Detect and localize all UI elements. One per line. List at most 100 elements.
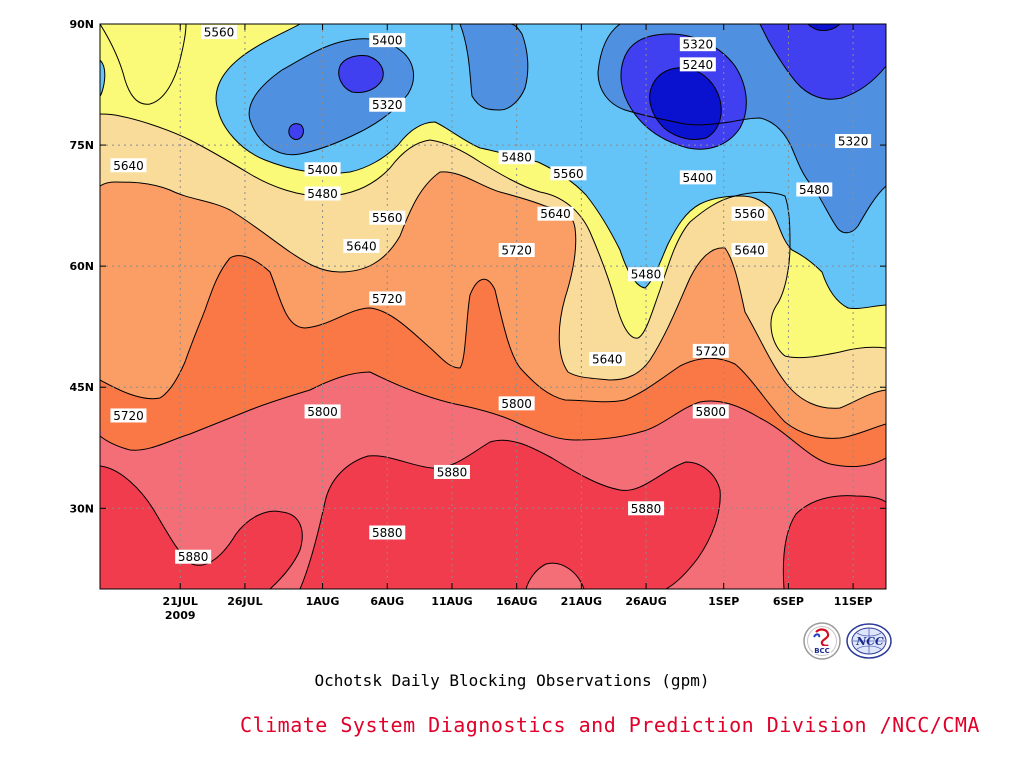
- contour-label: 5640: [113, 159, 144, 173]
- x-tick-label: 1AUG: [306, 595, 340, 608]
- contour-label: 5880: [372, 526, 403, 540]
- y-tick-label: 45N: [69, 381, 94, 394]
- contour-label-box: [369, 525, 406, 540]
- contour-label: 5320: [683, 38, 714, 52]
- contour-label: 5480: [631, 268, 662, 282]
- contour-label-box: [369, 97, 406, 112]
- band-above-5880-c: [783, 495, 886, 589]
- contour-labels: 5560 5400 5320 5400 5480 5560 5640 5640 5720 5720…: [110, 25, 872, 564]
- contour-label: 5800: [695, 405, 726, 419]
- contour-label: 5400: [372, 34, 403, 48]
- contour-label-box: [433, 464, 470, 479]
- contour-label-box: [110, 408, 147, 423]
- contour-label-box: [796, 182, 833, 197]
- ncc-logo-icon: NCC: [846, 623, 892, 659]
- contour-label: 5720: [372, 292, 403, 306]
- x-tick-label: 11AUG: [431, 595, 472, 608]
- contour-label-box: [304, 162, 341, 177]
- contour-label-box: [679, 37, 716, 52]
- contour-label-box: [110, 158, 147, 173]
- bcc-logo-icon: BCC: [803, 622, 841, 660]
- x-tick-label: 6AUG: [370, 595, 404, 608]
- contour-label-box: [589, 351, 626, 366]
- plot-frame: [99, 23, 887, 590]
- contour-label-box: [304, 404, 341, 419]
- band-5320-5400-b: [460, 24, 528, 110]
- contour-label-box: [550, 166, 587, 181]
- x-year-label: 2009: [165, 609, 196, 622]
- contour-label-box: [201, 25, 238, 40]
- contour-label: 5480: [501, 151, 532, 165]
- svg-text:NCC: NCC: [855, 635, 884, 648]
- contour-label: 5880: [437, 465, 468, 479]
- chart-subtitle: Ochotsk Daily Blocking Observations (gpm…: [314, 671, 710, 690]
- contour-label-box: [304, 186, 341, 201]
- contour-label: 5320: [838, 135, 869, 149]
- contour-label-box: [369, 33, 406, 48]
- contour-label: 5640: [346, 239, 377, 253]
- contour-label: 5480: [307, 187, 338, 201]
- contour-label-box: [498, 150, 535, 165]
- contour-label: 5720: [695, 344, 726, 358]
- band-cyan-edge: [100, 60, 105, 96]
- contour-label-box: [731, 206, 768, 221]
- contour-label: 5560: [204, 26, 235, 40]
- contour-label-box: [692, 404, 729, 419]
- band-5800-upper-left: [100, 430, 104, 436]
- contour-label: 5640: [592, 352, 623, 366]
- contour-label: 5800: [307, 405, 338, 419]
- band-above-5880-a: [100, 466, 303, 589]
- contour-label-box: [498, 396, 535, 411]
- contour-label-box: [628, 501, 665, 516]
- x-tick-label: 26AUG: [625, 595, 666, 608]
- contour-label: 5880: [631, 502, 662, 516]
- contour-label-box: [369, 210, 406, 225]
- y-tick-label: 30N: [69, 502, 94, 515]
- y-tick-label: 90N: [69, 18, 94, 31]
- contour-label: 5640: [540, 207, 571, 221]
- contour-label-box: [835, 134, 872, 149]
- x-tick-label: 6SEP: [773, 595, 804, 608]
- contour-label-box: [731, 243, 768, 257]
- contour-label: 5240: [683, 58, 714, 72]
- credit-line: Climate System Diagnostics and Predictio…: [240, 713, 980, 737]
- contour-label: 5560: [734, 207, 765, 221]
- contour-chart: 90N 75N 60N 45N 30N 21JUL 26JUL 1AUG 6AUG 11AUG 1…: [69, 18, 887, 622]
- band-above-5880-b: [300, 440, 721, 589]
- contour-label: 5400: [307, 163, 338, 177]
- contour-label: 5800: [501, 397, 532, 411]
- contour-label-box: [175, 549, 212, 564]
- x-tick-label: 21AUG: [561, 595, 602, 608]
- contour-label: 5720: [501, 244, 532, 258]
- contour-label-box: [628, 267, 665, 282]
- x-axis: 21JUL 26JUL 1AUG 6AUG 11AUG 16AUG 21AUG 26AUG 1S…: [163, 24, 873, 622]
- x-tick-label: 1SEP: [708, 595, 739, 608]
- contour-label-box: [369, 291, 406, 306]
- contour-label: 5320: [372, 98, 403, 112]
- contour-label: 5400: [683, 171, 714, 185]
- band-5240-5320-d: [288, 123, 304, 140]
- y-tick-label: 60N: [69, 260, 94, 273]
- contour-label: 5560: [372, 211, 403, 225]
- contour-label: 5480: [799, 183, 830, 197]
- x-tick-label: 21JUL: [163, 595, 198, 608]
- band-5240-5320-c: [338, 55, 384, 93]
- contour-label: 5880: [178, 550, 209, 564]
- x-tick-label: 26JUL: [227, 595, 262, 608]
- x-tick-label: 16AUG: [496, 595, 537, 608]
- contour-label: 5640: [734, 244, 765, 258]
- contour-label-box: [679, 57, 716, 72]
- y-tick-label: 75N: [69, 139, 94, 152]
- contour-label-box: [537, 206, 574, 221]
- contour-label-box: [343, 238, 380, 253]
- contour-lines: [100, 24, 886, 589]
- x-tick-label: 11SEP: [834, 595, 873, 608]
- contour-label: 5720: [113, 409, 144, 423]
- contour-label: 5560: [553, 167, 584, 181]
- svg-text:BCC: BCC: [814, 647, 830, 655]
- contour-label-box: [692, 343, 729, 358]
- band-below-5240: [649, 67, 722, 140]
- contour-label-box: [679, 170, 716, 185]
- band-5240-5320-b: [760, 24, 886, 100]
- contour-label-box: [498, 243, 535, 257]
